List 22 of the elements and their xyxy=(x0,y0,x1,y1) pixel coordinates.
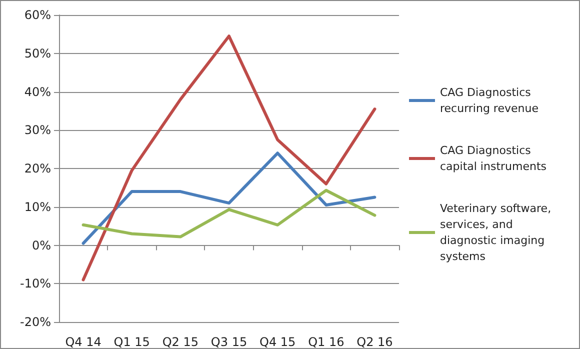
y-tick-label: -10% xyxy=(20,276,51,291)
line-series xyxy=(82,34,376,282)
line-series xyxy=(82,188,376,238)
y-tick-label: 30% xyxy=(24,123,51,138)
y-tick-label: 20% xyxy=(24,162,51,176)
y-tick-label: 10% xyxy=(24,200,51,214)
legend-label: Veterinary software, services, and diagnostic imaging systems xyxy=(440,202,555,263)
y-tick-label: 50% xyxy=(24,46,51,60)
y-tick-label: -20% xyxy=(20,315,51,329)
y-tick-label: 0% xyxy=(32,238,51,252)
line-series xyxy=(82,152,376,245)
x-tick-label: Q1 15 xyxy=(114,335,150,349)
x-tick-label: Q4 15 xyxy=(259,335,296,349)
x-tick-label: Q2 15 xyxy=(162,335,199,349)
x-tick-label: Q3 15 xyxy=(210,335,248,349)
legend-label: CAG Diagnostics capital instruments xyxy=(440,144,547,173)
x-tick-label: Q2 16 xyxy=(356,335,393,349)
y-tick-label: 40% xyxy=(24,84,51,99)
x-tick-label: Q4 14 xyxy=(65,335,102,349)
y-tick-label: 60% xyxy=(24,8,51,22)
legend-label: CAG Diagnostics recurring revenue xyxy=(440,86,539,115)
x-tick-label: Q1 16 xyxy=(308,335,344,349)
